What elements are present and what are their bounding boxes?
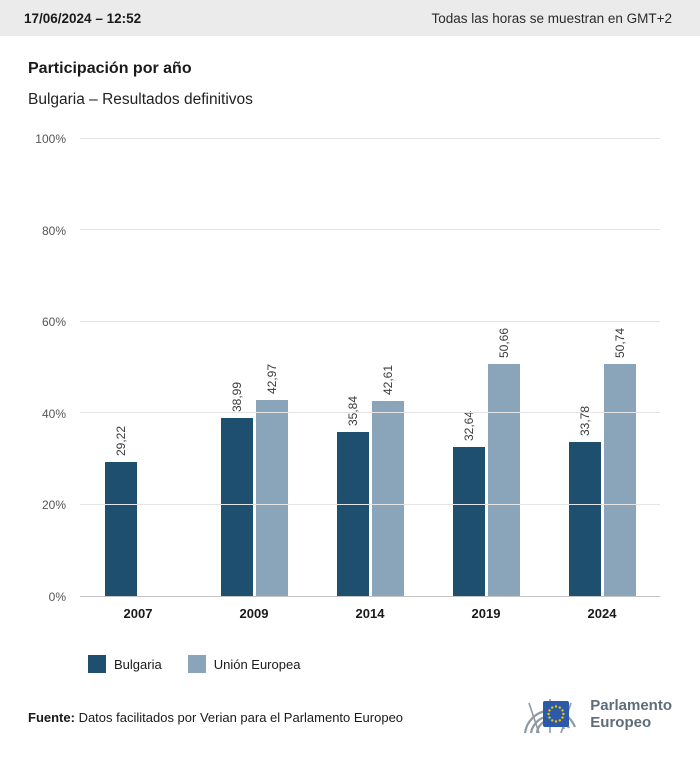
y-tick-label: 0%	[48, 590, 66, 604]
bar-slot: 42,97	[255, 139, 288, 596]
bar-value-label: 50,74	[612, 328, 627, 359]
plot-area: 29,22 38,99 42,97 35,84 42,61 32,64 50,66 33,78…	[80, 138, 660, 597]
gridline	[80, 503, 660, 505]
bar-value-label: 29,22	[113, 426, 128, 457]
header-timezone-note: Todas las horas se muestran en GMT+2	[431, 10, 673, 26]
page-subtitle: Bulgaria – Resultados definitivos	[28, 91, 253, 108]
legend: Bulgaria Unión Europea	[88, 655, 700, 673]
bar-value-label: 42,97	[264, 363, 279, 394]
header-bar: 17/06/2024 – 12:52 Todas las horas se mu…	[0, 0, 700, 36]
y-tick-label: 100%	[35, 132, 66, 146]
bar-unión-europea-2019	[487, 364, 520, 596]
bar-slot: 50,66	[487, 139, 520, 596]
legend-swatch-bulgaria	[88, 655, 106, 673]
bar-slot: 38,99	[220, 139, 253, 596]
gridline	[80, 320, 660, 322]
eu-flag	[543, 701, 570, 727]
x-tick-label-2014: 2014	[355, 606, 385, 621]
header-datetime: 17/06/2024 – 12:52	[24, 10, 142, 26]
source-text: Datos facilitados por Verian para el Par…	[74, 710, 404, 725]
bar-slot: 42,61	[371, 139, 404, 596]
x-tick-label-2009: 2009	[239, 606, 269, 621]
bar-value-label: 32,64	[461, 410, 476, 441]
bar-group-2014: 35,84 42,61	[312, 139, 428, 596]
x-tick-label-2007: 2007	[123, 606, 153, 621]
bar-slot: 50,74	[603, 139, 636, 596]
bar-slot	[140, 139, 172, 596]
gridline	[80, 229, 660, 231]
bar-group-2024: 33,78 50,74	[544, 139, 660, 596]
y-tick-label: 40%	[41, 406, 66, 421]
y-tick-label: 20%	[41, 498, 66, 513]
bar-value-label: 33,78	[577, 405, 592, 436]
bar-bulgaria-2009	[220, 417, 253, 596]
gridline	[80, 138, 660, 139]
bar-bulgaria-2024	[568, 441, 601, 596]
logo-text-line1: Parlamento	[590, 696, 672, 714]
source-note: Fuente: Datos facilitados por Verian par…	[28, 710, 403, 739]
bar-unión-europea-2024	[603, 364, 636, 596]
legend-item-union-europea: Unión Europea	[187, 655, 301, 673]
y-tick-label: 60%	[41, 315, 66, 330]
turnout-bar-chart: 0% 20% 40% 60% 80% 100% 29,22 38,99 42,97 35,84 4…	[0, 132, 700, 621]
x-tick-label-2019: 2019	[471, 606, 501, 621]
bar-bulgaria-2014	[336, 432, 369, 596]
bar-slot: 33,78	[568, 139, 601, 596]
footer: Fuente: Datos facilitados por Verian par…	[0, 689, 700, 739]
page-title: Participación por año	[28, 60, 192, 77]
bars-container: 29,22 38,99 42,97 35,84 42,61 32,64 50,66 33,78…	[80, 139, 660, 596]
source-label: Fuente:	[28, 710, 75, 725]
x-tick-label-2024: 2024	[587, 606, 617, 621]
bar-value-label: 35,84	[345, 396, 360, 427]
bar-slot: 32,64	[452, 139, 485, 596]
bar-value-label: 42,61	[380, 365, 395, 396]
bar-bulgaria-2007	[104, 462, 137, 596]
logo-text: Parlamento Europeo	[590, 697, 672, 732]
bar-bulgaria-2019	[452, 446, 485, 596]
gridline	[80, 412, 660, 414]
bar-group-2007: 29,22	[80, 139, 196, 596]
legend-label-bulgaria: Bulgaria	[114, 656, 162, 672]
hemicycle-icon	[524, 699, 577, 734]
bar-group-2019: 32,64 50,66	[428, 139, 544, 596]
bar-value-label: 38,99	[229, 381, 244, 412]
legend-label-union-europea: Unión Europea	[213, 656, 301, 672]
x-axis-labels: 2007 2009 2014 2019 2024	[80, 606, 660, 621]
bar-slot: 29,22	[104, 139, 137, 596]
logo-text-line2: Europeo	[590, 714, 652, 731]
legend-swatch-union-europea	[187, 655, 206, 673]
bar-group-2009: 38,99 42,97	[196, 139, 312, 596]
bar-slot: 35,84	[336, 139, 369, 596]
bar-unión-europea-2014	[371, 401, 404, 596]
european-parliament-logo: Parlamento Europeo	[519, 689, 672, 739]
y-axis-labels: 0% 20% 40% 60% 80% 100%	[0, 132, 80, 604]
bar-unión-europea-2009	[255, 399, 288, 596]
y-tick-label: 80%	[41, 223, 66, 238]
legend-item-bulgaria: Bulgaria	[88, 655, 162, 673]
bar-value-label: 50,66	[496, 328, 511, 359]
